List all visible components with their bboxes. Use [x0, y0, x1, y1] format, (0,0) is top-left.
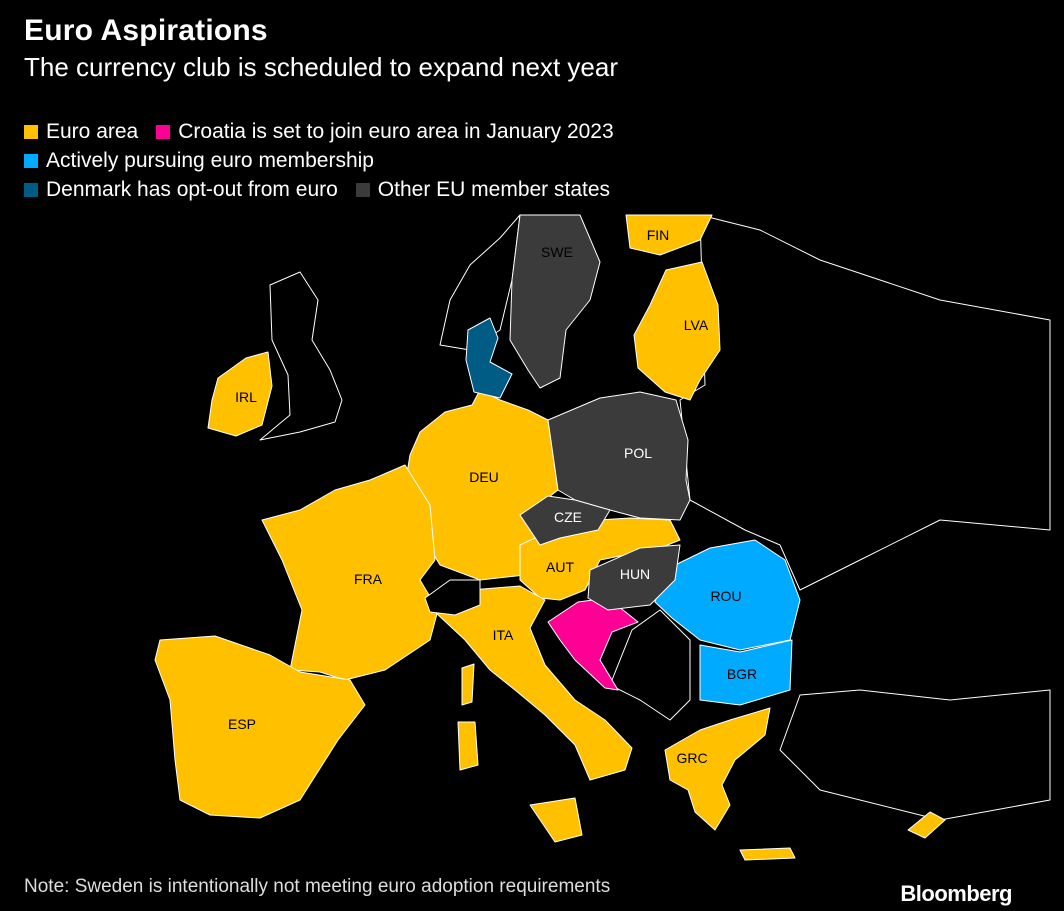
country-ita [434, 585, 633, 781]
legend-label-croatia: Croatia is set to join euro area in Janu… [178, 120, 614, 143]
country-bgr [699, 639, 793, 706]
chart-title: Euro Aspirations [24, 14, 268, 47]
legend-label-other: Other EU member states [377, 178, 611, 201]
country-east [679, 214, 1051, 591]
label-esp: ESP [228, 716, 256, 732]
country-irl [207, 351, 273, 437]
legend-label-pursuing: Actively pursuing euro membership [46, 149, 374, 172]
legend-item-pursuing: Actively pursuing euro membership [24, 146, 374, 175]
legend-label-denmark: Denmark has opt-out from euro [46, 178, 338, 201]
country-che [424, 579, 481, 616]
label-irl: IRL [235, 389, 257, 405]
island-cyprus [907, 811, 946, 839]
label-bgr: BGR [727, 666, 757, 682]
island-sicily [529, 797, 583, 843]
legend-item-other: Other EU member states [355, 175, 611, 204]
country-labels: FIN SWE LVA IRL POL DEU CZE AUT HUN FRA … [228, 227, 757, 766]
legend-item-denmark: Denmark has opt-out from euro [24, 175, 338, 204]
legend: Euro area Croatia is set to join euro ar… [24, 117, 632, 204]
swatch-croatia [156, 124, 171, 139]
country-fin [625, 214, 713, 256]
legend-row-2: Actively pursuing euro membership [24, 146, 632, 175]
label-rou: ROU [710, 588, 741, 604]
country-gbr [259, 271, 343, 441]
label-lva: LVA [684, 317, 709, 333]
legend-item-euro: Euro area [24, 117, 138, 146]
country-grc [664, 707, 771, 831]
label-deu: DEU [469, 469, 499, 485]
swatch-euro [24, 124, 38, 139]
island-crete [739, 847, 796, 861]
chart-subtitle: The currency club is scheduled to expand… [24, 52, 619, 82]
label-grc: GRC [676, 750, 707, 766]
island-corsica [461, 663, 475, 706]
country-dnk [465, 317, 513, 399]
label-pol: POL [624, 445, 652, 461]
legend-label-euro: Euro area [46, 120, 139, 143]
label-hun: HUN [620, 566, 650, 582]
europe-map: FIN SWE LVA IRL POL DEU CZE AUT HUN FRA … [154, 214, 1051, 861]
country-fra [261, 464, 439, 681]
country-hun [587, 544, 681, 611]
swatch-denmark [24, 182, 38, 197]
country-esp-prt [154, 635, 366, 819]
label-fin: FIN [647, 227, 670, 243]
bloomberg-logo: Bloomberg [900, 881, 1012, 906]
label-fra: FRA [354, 571, 383, 587]
country-cze [519, 495, 611, 546]
island-sardinia [457, 721, 479, 771]
country-swe [509, 214, 601, 389]
label-ita: ITA [493, 627, 514, 643]
country-baltics [633, 261, 721, 401]
legend-row-1: Euro area Croatia is set to join euro ar… [24, 117, 632, 146]
swatch-other [355, 182, 370, 197]
label-cze: CZE [554, 509, 582, 525]
swatch-pursuing [24, 153, 38, 168]
country-tur [779, 689, 1051, 821]
footnote: Note: Sweden is intentionally not meetin… [24, 876, 611, 897]
label-swe: SWE [541, 244, 573, 260]
label-aut: AUT [546, 559, 574, 575]
legend-row-3: Denmark has opt-out from euro Other EU m… [24, 175, 632, 204]
legend-item-croatia: Croatia is set to join euro area in Janu… [156, 117, 614, 146]
